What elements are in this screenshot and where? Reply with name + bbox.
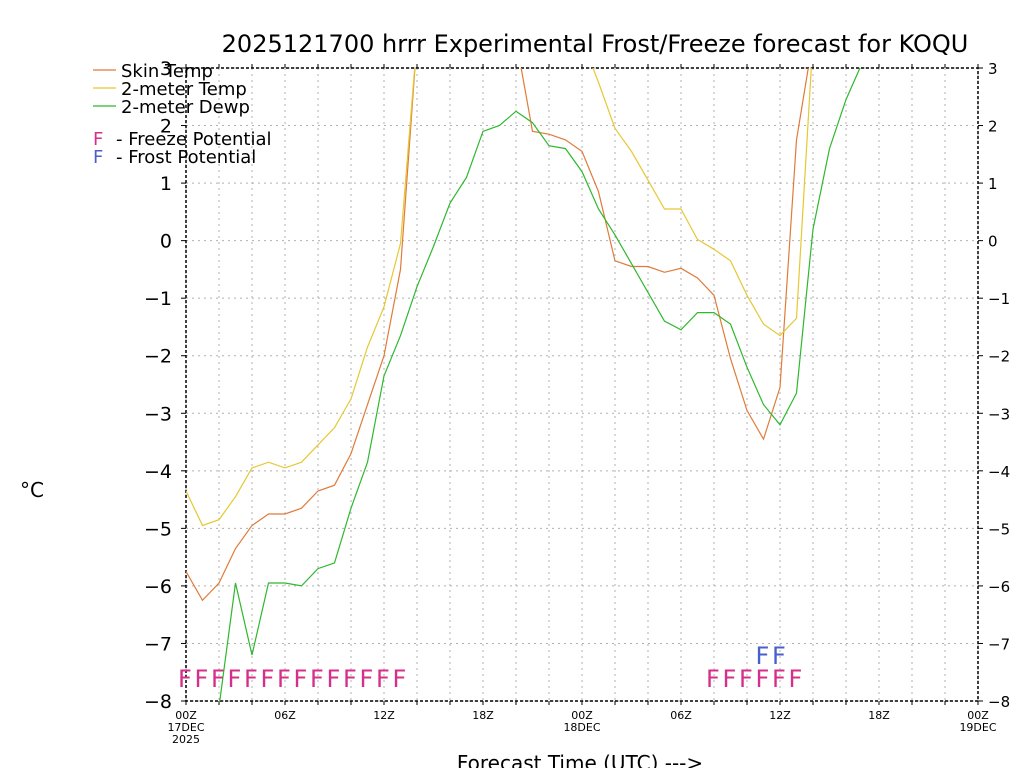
- legend-potential-mark: F: [93, 147, 103, 168]
- y-tick-label-right: −2: [988, 348, 1010, 366]
- y-tick-label-right: −4: [988, 463, 1010, 481]
- y-tick-label: −3: [144, 403, 172, 425]
- y-tick-label: −1: [144, 288, 172, 310]
- x-tick-label: 18Z: [472, 709, 494, 722]
- freeze-mark: F: [723, 665, 737, 693]
- legend-label: Skin Temp: [121, 61, 213, 82]
- freeze-mark: F: [195, 665, 209, 693]
- y-tick-label: −6: [144, 576, 172, 598]
- series-layer: [186, 68, 861, 701]
- legend-label: 2-meter Dewp: [121, 97, 250, 118]
- freeze-mark: F: [277, 665, 291, 693]
- y-tick-label: −4: [144, 461, 172, 483]
- y-tick-label: 0: [160, 231, 172, 253]
- y-tick-label: 2: [160, 116, 172, 138]
- x-axis-label: Forecast Time (UTC) --->: [457, 751, 703, 768]
- series-line-skin-temp: [186, 68, 809, 602]
- y-tick-label: 3: [160, 58, 172, 80]
- potential-marks: F F F F F F F F F F F F F F F F F F F FF F: [178, 642, 802, 693]
- y-tick-label-right: −7: [988, 635, 1010, 653]
- plot-frame: [185, 67, 979, 702]
- freeze-mark: F: [376, 665, 390, 693]
- freeze-mark: F: [261, 665, 275, 693]
- y-tick-label-right: 1: [988, 175, 998, 193]
- freeze-mark: F: [244, 665, 258, 693]
- freeze-mark: F: [393, 665, 407, 693]
- y-tick-label: −2: [144, 346, 172, 368]
- freeze-mark: F: [228, 665, 242, 693]
- y-tick-label-right: −6: [988, 578, 1010, 596]
- chart-title: 2025121700 hrrr Experimental Frost/Freez…: [222, 30, 969, 58]
- x-tick-label: 06Z: [670, 709, 692, 722]
- freeze-mark: F: [789, 665, 803, 693]
- freeze-mark: F: [327, 665, 341, 693]
- y-tick-label-right: −5: [988, 520, 1010, 538]
- frost-mark: F: [756, 642, 770, 670]
- y-tick-label: 1: [160, 173, 172, 195]
- y-tick-label-right: 2: [988, 118, 998, 136]
- y-axis-label: °C: [20, 478, 44, 502]
- freeze-mark: F: [310, 665, 324, 693]
- freeze-mark: F: [739, 665, 753, 693]
- x-tick-sublabel: 17DEC: [167, 721, 204, 734]
- y-tick-label-right: 0: [988, 233, 998, 251]
- freeze-mark: F: [772, 665, 786, 693]
- y-tick-label-right: 3: [988, 60, 998, 78]
- x-tick-label: 18Z: [868, 709, 890, 722]
- x-tick-label: 12Z: [769, 709, 791, 722]
- y-tick-label-right: −1: [988, 290, 1010, 308]
- y-tick-label-right: −8: [988, 693, 1010, 711]
- freeze-mark: F: [360, 665, 374, 693]
- axes: −8 −8 −7 −7 −6 −6 −5 −5 −4 −4 −3 −3 −2 −2 −1 −1 0 0 1 1 2 2 3 3…: [144, 58, 1010, 746]
- series-line-2-meter-dewp: [219, 68, 861, 701]
- legend-potential-mark: F: [93, 129, 103, 150]
- x-tick-sublabel: 19DEC: [959, 721, 996, 734]
- freeze-mark: F: [756, 665, 770, 693]
- frost-mark: F: [772, 642, 786, 670]
- x-tick-label: 00Z: [967, 709, 989, 722]
- x-tick-label: 00Z: [175, 709, 197, 722]
- freeze-mark: F: [211, 665, 225, 693]
- y-tick-label-right: −3: [988, 405, 1010, 423]
- legend-label: 2-meter Temp: [121, 79, 247, 100]
- x-tick-sublabel: 18DEC: [563, 721, 600, 734]
- x-tick-year: 2025: [172, 733, 200, 746]
- freeze-mark: F: [294, 665, 308, 693]
- freeze-mark: F: [178, 665, 192, 693]
- x-tick-label: 00Z: [571, 709, 593, 722]
- legend-potential-label: - Freeze Potential: [116, 129, 272, 150]
- x-tick-label: 12Z: [373, 709, 395, 722]
- x-tick-label: 06Z: [274, 709, 296, 722]
- y-tick-label: −5: [144, 518, 172, 540]
- freeze-mark: F: [706, 665, 720, 693]
- legend-potential-label: - Frost Potential: [116, 147, 256, 168]
- y-tick-label: −7: [144, 633, 172, 655]
- freeze-mark: F: [343, 665, 357, 693]
- grid-lines: [185, 67, 979, 702]
- series-line-2-meter-temp: [186, 68, 812, 527]
- y-tick-label: −8: [144, 691, 172, 713]
